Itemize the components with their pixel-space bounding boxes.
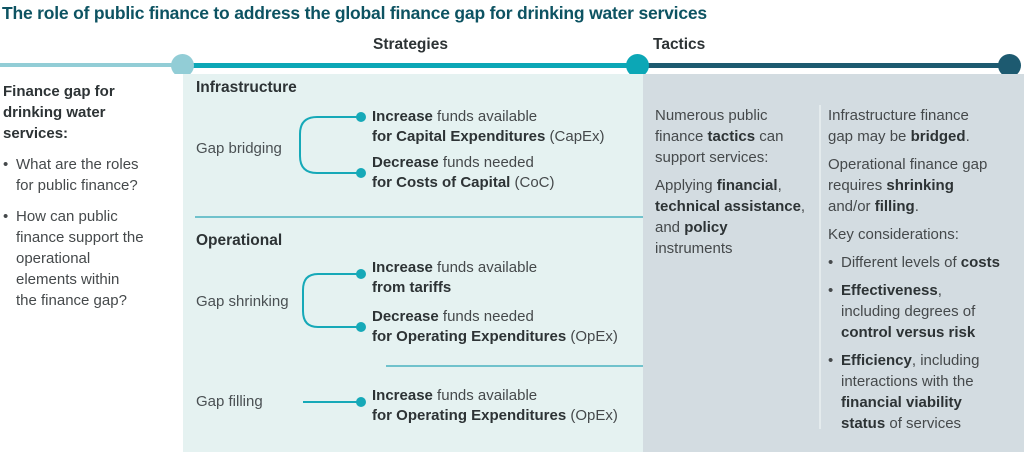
text-line: finance tactics can bbox=[655, 128, 784, 145]
bullet-line: for public finance? bbox=[16, 177, 138, 194]
gap-bridging-bracket bbox=[299, 116, 360, 174]
question-support: How can public finance support the opera… bbox=[3, 206, 144, 311]
tactics-panel: Numerous public finance tactics can supp… bbox=[643, 74, 1024, 452]
bullet-line: Efficiency, including bbox=[841, 352, 980, 369]
item-line: for Capital Expenditures (CapEx) bbox=[372, 128, 605, 145]
text-line: technical assistance, bbox=[655, 198, 806, 215]
item-line: Increase funds available bbox=[372, 108, 538, 125]
bullet-line: elements within bbox=[16, 271, 120, 288]
item-line: Increase funds available bbox=[372, 259, 538, 276]
finance-gap-panel: Finance gap for drinking water services:… bbox=[0, 74, 183, 452]
timeline-node-middle bbox=[626, 54, 649, 77]
strategy-item-opex-decrease: Decrease funds needed for Operating Expe… bbox=[372, 307, 618, 347]
text-line: Numerous public bbox=[655, 107, 768, 124]
timeline-node-end bbox=[998, 54, 1021, 77]
strategy-item-capex: Increase funds available for Capital Exp… bbox=[372, 107, 605, 147]
tactics-instruments: Applying financial, technical assistance… bbox=[655, 175, 815, 259]
strategy-item-opex-increase: Increase funds available for Operating E… bbox=[372, 386, 618, 426]
text-line: support services: bbox=[655, 149, 769, 166]
coc-dot bbox=[356, 168, 366, 178]
tactics-outcomes-column: Infrastructure finance gap may be bridge… bbox=[828, 105, 1020, 441]
bullet-line: What are the roles bbox=[16, 156, 139, 173]
bullet-line: Different levels of costs bbox=[841, 254, 1000, 271]
gap-bridging-label: Gap bridging bbox=[196, 140, 282, 157]
key-considerations-heading: Key considerations: bbox=[828, 226, 959, 243]
consideration-efficiency: Efficiency, including interactions with … bbox=[828, 350, 1020, 434]
item-line: Decrease funds needed bbox=[372, 154, 534, 171]
outcome-infrastructure: Infrastructure finance gap may be bridge… bbox=[828, 105, 1020, 147]
bullet-line: interactions with the bbox=[841, 373, 974, 390]
text-line: instruments bbox=[655, 240, 733, 257]
bullet-line: Effectiveness, bbox=[841, 282, 942, 299]
operational-heading: Operational bbox=[196, 232, 283, 249]
connector-graphics bbox=[195, 112, 643, 407]
bullet-line: control versus risk bbox=[841, 324, 976, 341]
finance-gap-heading: Finance gap for drinking water services: bbox=[3, 81, 115, 144]
finance-gap-questions: What are the roles for public finance? H… bbox=[3, 154, 144, 321]
bullet-line: How can public bbox=[16, 208, 118, 225]
timeline-line-light bbox=[0, 63, 181, 67]
strategy-item-tariffs: Increase funds available from tariffs bbox=[372, 258, 537, 298]
heading-line: services: bbox=[3, 125, 69, 142]
timeline-node-start bbox=[171, 54, 194, 77]
bullet-line: financial viability bbox=[841, 394, 962, 411]
gap-shrinking-label: Gap shrinking bbox=[196, 293, 289, 310]
consideration-costs: Different levels of costs bbox=[828, 252, 1020, 273]
infrastructure-heading: Infrastructure bbox=[196, 79, 297, 96]
timeline-line-mid bbox=[181, 62, 640, 68]
item-line: for Operating Expenditures (OpEx) bbox=[372, 407, 618, 424]
opex-increase-dot bbox=[356, 397, 366, 407]
text-line: Applying financial, bbox=[655, 177, 782, 194]
tactics-intro: Numerous public finance tactics can supp… bbox=[655, 105, 815, 168]
bullet-line: the finance gap? bbox=[16, 292, 127, 309]
opex-decrease-dot bbox=[356, 322, 366, 332]
bullet-line: finance support the bbox=[16, 229, 144, 246]
gap-filling-label: Gap filling bbox=[196, 393, 263, 410]
strategy-item-coc: Decrease funds needed for Costs of Capit… bbox=[372, 153, 555, 193]
item-line: for Operating Expenditures (OpEx) bbox=[372, 328, 618, 345]
text-line: requires shrinking bbox=[828, 177, 954, 194]
text-line: Operational finance gap bbox=[828, 156, 988, 173]
timeline-line-dark bbox=[640, 62, 1012, 68]
bullet-line: status of services bbox=[841, 415, 962, 432]
strategies-column-header: Strategies bbox=[373, 36, 448, 53]
gap-shrinking-bracket bbox=[302, 273, 360, 328]
text-line: Infrastructure finance bbox=[828, 107, 969, 124]
item-line: for Costs of Capital (CoC) bbox=[372, 174, 555, 191]
text-line: and policy bbox=[655, 219, 728, 236]
strategies-panel: Infrastructure Operational Gap bridging … bbox=[183, 74, 643, 452]
bullet-line: including degrees of bbox=[841, 303, 976, 320]
heading-line: drinking water bbox=[3, 104, 106, 121]
bullet-line: operational bbox=[16, 250, 91, 267]
tactics-intro-column: Numerous public finance tactics can supp… bbox=[655, 105, 815, 266]
heading-line: Finance gap for bbox=[3, 83, 115, 100]
page-title: The role of public finance to address th… bbox=[2, 3, 707, 23]
item-line: from tariffs bbox=[372, 279, 452, 296]
tariffs-dot bbox=[356, 269, 366, 279]
item-line: Increase funds available bbox=[372, 387, 538, 404]
item-line: Decrease funds needed bbox=[372, 308, 534, 325]
capex-dot bbox=[356, 112, 366, 122]
tactics-divider bbox=[819, 105, 821, 429]
tactics-column-header: Tactics bbox=[653, 36, 706, 53]
outcome-operational: Operational finance gap requires shrinki… bbox=[828, 154, 1020, 217]
text-line: gap may be bridged. bbox=[828, 128, 970, 145]
question-roles: What are the roles for public finance? bbox=[3, 154, 144, 196]
text-line: and/or filling. bbox=[828, 198, 919, 215]
consideration-effectiveness: Effectiveness, including degrees of cont… bbox=[828, 280, 1020, 343]
